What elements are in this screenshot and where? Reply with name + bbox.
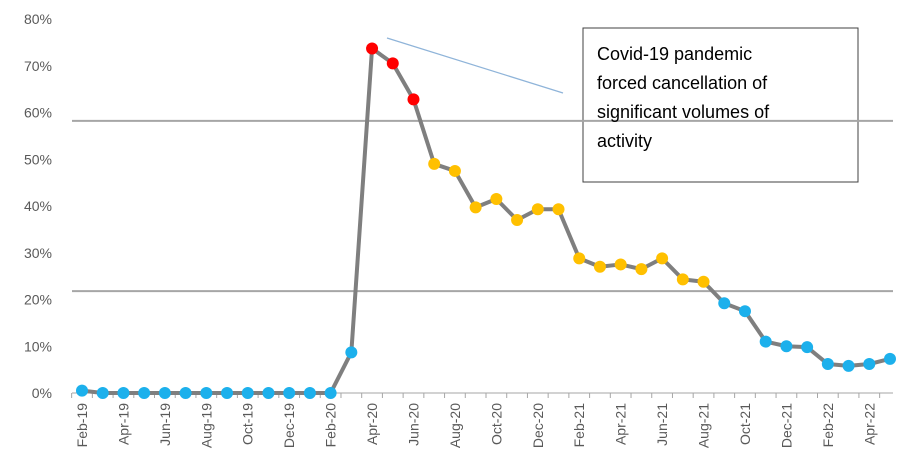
x-tick-label: Aug-19 xyxy=(198,403,214,448)
data-point xyxy=(241,387,254,399)
data-point xyxy=(179,387,192,399)
data-point xyxy=(386,57,399,70)
x-tick-label: Feb-19 xyxy=(74,403,90,448)
x-tick-label: Feb-22 xyxy=(820,403,836,448)
data-point xyxy=(697,275,710,288)
x-tick-label: Dec-19 xyxy=(281,403,297,448)
data-point xyxy=(138,387,151,399)
data-point xyxy=(738,305,751,318)
data-point xyxy=(511,214,524,227)
data-point xyxy=(407,93,420,106)
annotation-text: significant volumes of xyxy=(597,102,770,122)
x-tick-label: Apr-20 xyxy=(364,403,380,445)
x-tick-label: Aug-21 xyxy=(696,403,712,448)
annotation-connector xyxy=(386,37,564,94)
data-point xyxy=(283,387,296,399)
data-point xyxy=(366,42,379,55)
data-point xyxy=(884,352,896,365)
data-point xyxy=(656,252,669,265)
x-tick-label: Oct-20 xyxy=(488,403,504,445)
x-tick-label: Apr-21 xyxy=(613,403,629,445)
data-point xyxy=(96,387,109,399)
data-point xyxy=(635,263,648,276)
x-tick-label: Oct-21 xyxy=(737,403,753,445)
y-tick-label: 70% xyxy=(24,58,52,74)
data-point xyxy=(718,297,731,310)
y-tick-label: 0% xyxy=(32,385,52,401)
x-tick-label: Apr-22 xyxy=(861,403,877,445)
data-point xyxy=(303,387,316,399)
data-point xyxy=(158,387,171,399)
data-point xyxy=(428,157,441,170)
x-tick-label: Jun-20 xyxy=(405,403,421,446)
data-point xyxy=(759,335,772,348)
y-tick-label: 30% xyxy=(24,245,52,261)
data-point xyxy=(780,340,793,353)
data-point xyxy=(801,341,814,354)
data-point xyxy=(262,387,275,399)
y-tick-label: 80% xyxy=(24,11,52,27)
data-point xyxy=(676,273,689,286)
data-point xyxy=(614,258,627,271)
x-tick-label: Jun-21 xyxy=(654,403,670,446)
data-point xyxy=(200,387,213,399)
annotation-text: forced cancellation of xyxy=(597,73,768,93)
data-point xyxy=(117,387,130,399)
data-point xyxy=(448,164,461,177)
data-point xyxy=(76,384,88,397)
data-point xyxy=(345,346,358,359)
annotation-text: activity xyxy=(597,131,652,151)
y-tick-label: 20% xyxy=(24,292,52,308)
data-line xyxy=(81,46,891,395)
y-tick-label: 50% xyxy=(24,151,52,167)
x-tick-label: Feb-21 xyxy=(571,403,587,448)
x-tick-label: Dec-20 xyxy=(530,403,546,448)
data-point xyxy=(593,260,606,273)
data-point xyxy=(490,192,503,205)
x-tick-label: Dec-21 xyxy=(778,403,794,448)
data-point xyxy=(863,358,876,371)
data-point xyxy=(573,252,586,265)
y-tick-label: 40% xyxy=(24,198,52,214)
data-point xyxy=(821,358,834,371)
y-tick-label: 60% xyxy=(24,105,52,121)
data-point xyxy=(531,203,544,216)
data-point xyxy=(324,387,337,399)
x-tick-label: Apr-19 xyxy=(115,403,131,445)
data-point xyxy=(552,203,565,216)
annotation-text: Covid-19 pandemic xyxy=(597,44,752,64)
x-tick-label: Oct-19 xyxy=(240,403,256,445)
annotation-box xyxy=(582,27,859,183)
x-tick-label: Feb-20 xyxy=(323,403,339,448)
x-tick-label: Aug-20 xyxy=(447,403,463,448)
data-point xyxy=(221,387,234,399)
data-point xyxy=(469,201,482,214)
x-tick-label: Jun-19 xyxy=(157,403,173,446)
y-tick-label: 10% xyxy=(24,338,52,354)
data-point xyxy=(842,359,855,372)
